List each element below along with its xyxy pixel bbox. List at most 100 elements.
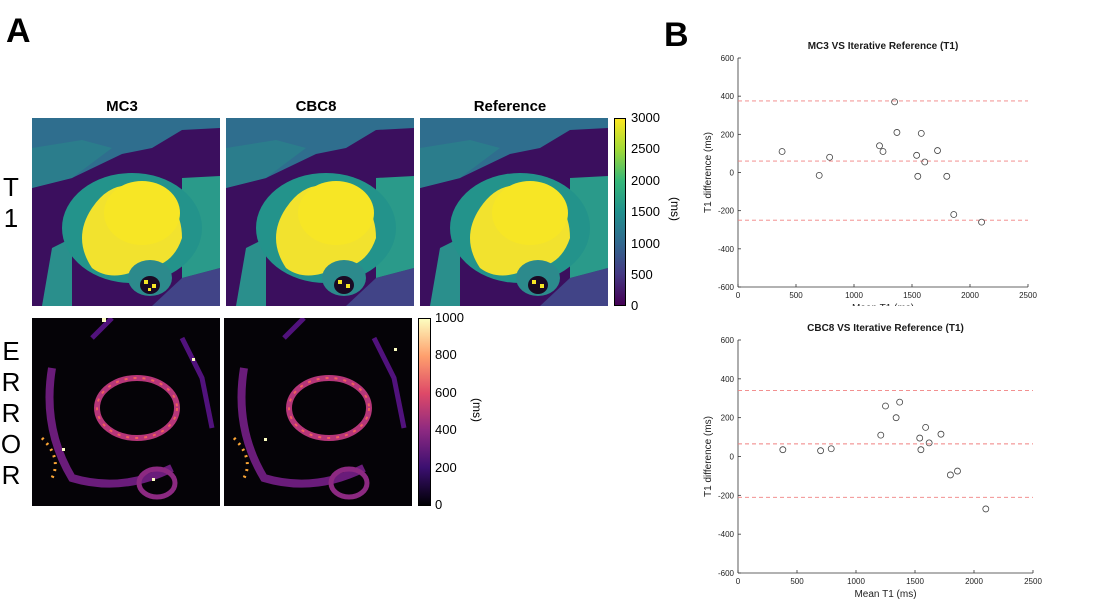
plot-mc3-y-tick-label: -200 — [718, 207, 735, 216]
plot-mc3-y-tick-label: -400 — [718, 245, 735, 254]
row-label-t1: T 1 — [0, 172, 22, 234]
row-letter: R — [1, 398, 21, 428]
plot-mc3-data-point — [934, 147, 941, 154]
t1-colorbar-unit: (ms) — [668, 197, 682, 221]
plot-cbc8-data-point — [917, 446, 925, 454]
row-letter: R — [1, 460, 21, 490]
bland-altman-plot-cbc8: CBC8 VS Iterative Reference (T1) 600 400 20… — [703, 323, 1042, 600]
plot-mc3-x-tick-label: 0 — [736, 291, 741, 300]
plot-cbc8-x-axis-label: Mean T1 (ms) — [854, 589, 916, 600]
plot-mc3-data-point — [891, 98, 899, 106]
plot-cbc8-y-axis-label: T1 difference (ms) — [703, 416, 714, 497]
plot-mc3-data-point — [917, 129, 925, 137]
panel-b-label: B — [664, 16, 689, 54]
plot-cbc8-x-tick-label: 1000 — [847, 577, 865, 586]
plot-cbc8-data-point — [937, 430, 945, 438]
plot-cbc8-y-tick-label: 600 — [721, 336, 735, 345]
plot-mc3-x-tick-label: 500 — [789, 291, 803, 300]
plot-mc3-data-point — [914, 172, 922, 180]
plot-mc3-x-axis-label: Mean T1 (ms) — [852, 303, 914, 306]
plot-cbc8-y-tick-label: -400 — [718, 530, 735, 539]
plot-cbc8-x-tick-label: 500 — [790, 577, 804, 586]
plot-cbc8-title: CBC8 VS Iterative Reference (T1) — [807, 323, 964, 334]
error-map-cbc8 — [224, 318, 412, 506]
t1-colorbar-tick: 3000 — [631, 110, 660, 125]
plot-mc3-data-point — [778, 148, 786, 155]
plot-mc3-data-point — [893, 129, 901, 136]
plot-mc3-y-axis-label: T1 difference (ms) — [703, 132, 714, 213]
plot-cbc8-y-tick-label: 0 — [730, 453, 735, 462]
plot-cbc8-x-tick-label: 1500 — [906, 577, 924, 586]
plot-cbc8-x-tick-label: 2000 — [965, 577, 983, 586]
plot-mc3-x-tick-label: 2500 — [1019, 291, 1037, 300]
t1-colorbar-tick: 1000 — [631, 236, 660, 251]
plot-mc3-y-tick-label: 200 — [721, 130, 735, 139]
t1-map-reference — [420, 118, 608, 306]
plot-mc3-y-tick-label: 400 — [721, 92, 735, 101]
column-title-cbc8: CBC8 — [295, 98, 337, 115]
error-colorbar-tick: 600 — [435, 385, 457, 400]
plot-mc3-title: MC3 VS Iterative Reference (T1) — [808, 41, 959, 52]
plot-cbc8-data-point — [882, 402, 889, 410]
plot-cbc8-data-point — [877, 431, 885, 439]
row-letter: R — [1, 367, 21, 397]
t1-colorbar — [614, 118, 626, 306]
row-letter: T — [3, 172, 19, 202]
error-colorbar-unit: (ms) — [470, 398, 484, 422]
t1-colorbar-tick: 2500 — [631, 141, 660, 156]
plot-cbc8-data-point — [916, 434, 924, 442]
plot-cbc8-data-point — [827, 445, 835, 453]
plot-cbc8-x-tick-label: 0 — [736, 577, 741, 586]
t1-colorbar-tick: 500 — [631, 267, 653, 282]
plot-cbc8-data-point — [922, 423, 930, 431]
plot-cbc8-data-point — [982, 505, 990, 513]
bland-altman-plot-mc3: MC3 VS Iterative Reference (T1) 600 400 200… — [703, 41, 1037, 306]
plot-cbc8-y-tick-label: 400 — [721, 375, 735, 384]
plot-mc3-data-point — [815, 171, 823, 179]
error-colorbar-tick: 400 — [435, 422, 457, 437]
plot-mc3-data-point — [913, 151, 921, 159]
plot-mc3-data-point — [950, 211, 958, 218]
plot-cbc8-data-point — [779, 446, 787, 454]
column-title-reference: Reference — [473, 98, 547, 115]
error-colorbar-tick: 200 — [435, 460, 457, 475]
error-map-mc3 — [32, 318, 220, 506]
plot-mc3-data-point — [879, 148, 887, 155]
row-letter: E — [2, 336, 20, 366]
row-label-error: E R R O R — [0, 336, 22, 491]
plot-mc3-x-tick-label: 1500 — [903, 291, 921, 300]
plot-cbc8-data-point — [896, 398, 904, 406]
t1-map-mc3 — [32, 118, 220, 306]
plot-cbc8-data-point — [817, 447, 825, 455]
plot-mc3-y-tick-label: 0 — [730, 169, 735, 178]
column-title-mc3: MC3 — [106, 98, 138, 115]
plot-mc3-x-tick-label: 2000 — [961, 291, 979, 300]
plot-mc3-data-point — [876, 142, 883, 150]
error-colorbar-tick: 1000 — [435, 310, 464, 325]
t1-colorbar-tick: 2000 — [631, 173, 660, 188]
plot-cbc8-data-point — [954, 467, 961, 475]
plot-mc3-y-tick-label: 600 — [721, 54, 735, 63]
plot-mc3-data-point — [921, 158, 929, 166]
plot-cbc8-x-tick-label: 2500 — [1024, 577, 1042, 586]
t1-colorbar-tick: 1500 — [631, 204, 660, 219]
plot-cbc8-y-tick-label: -600 — [718, 569, 735, 578]
plot-mc3-y-tick-label: -600 — [718, 283, 735, 292]
plot-cbc8-y-tick-label: 200 — [721, 414, 735, 423]
plot-cbc8-data-point — [892, 414, 900, 422]
row-letter: O — [0, 429, 22, 459]
panel-a-label: A — [6, 12, 31, 50]
plot-cbc8-data-point — [925, 439, 933, 447]
error-colorbar-tick: 800 — [435, 347, 457, 362]
plot-cbc8-y-tick-label: -200 — [718, 491, 735, 500]
row-letter: 1 — [3, 203, 19, 233]
plot-cbc8-data-point — [946, 471, 954, 479]
error-colorbar-tick: 0 — [435, 497, 443, 512]
plot-mc3-data-point — [978, 218, 986, 226]
plot-mc3-data-point — [943, 172, 951, 180]
plot-mc3-x-tick-label: 1000 — [845, 291, 863, 300]
plot-mc3-data-point — [826, 153, 834, 161]
t1-map-cbc8 — [226, 118, 414, 306]
t1-colorbar-tick: 0 — [631, 298, 639, 313]
error-colorbar — [418, 318, 431, 506]
